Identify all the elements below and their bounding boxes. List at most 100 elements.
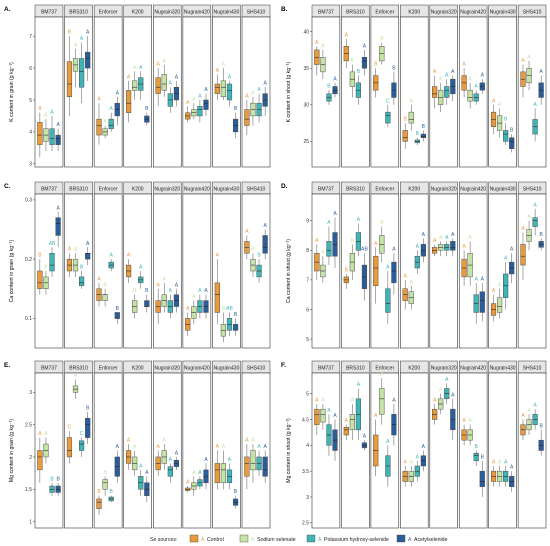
- facet-label: Nugrain320: [154, 10, 180, 16]
- significance-letter: A: [533, 202, 537, 208]
- facet-label: K200: [132, 366, 144, 372]
- significance-letter: A: [163, 438, 167, 444]
- y-tick-label: 1.5: [25, 487, 32, 493]
- facet-label: Nugrain420: [460, 187, 486, 193]
- box: [85, 417, 91, 438]
- significance-letter: B: [351, 238, 355, 244]
- y-tick-label: 7: [29, 34, 32, 40]
- panel-letter: C.: [4, 183, 11, 190]
- significance-letter: A: [481, 73, 485, 79]
- significance-letter: A: [333, 413, 337, 419]
- significance-letter: A: [116, 90, 120, 96]
- y-tick-label: 6: [306, 307, 309, 313]
- box: [102, 294, 108, 301]
- facet-label: SHS410: [523, 187, 542, 193]
- facet-label: SHS410: [247, 187, 266, 193]
- significance-letter: B: [374, 62, 378, 68]
- significance-letter: A: [127, 74, 131, 80]
- significance-letter: A: [357, 382, 361, 388]
- significance-letter: B: [510, 128, 514, 134]
- significance-letter: A: [103, 119, 107, 125]
- significance-letter: A: [410, 279, 414, 285]
- y-tick-label: 8: [306, 248, 309, 254]
- box: [55, 217, 61, 236]
- significance-letter: A: [333, 76, 337, 82]
- y-tick-label: 9: [306, 218, 309, 224]
- significance-letter: A: [510, 465, 514, 471]
- significance-letter: A: [50, 109, 54, 115]
- box: [203, 99, 209, 110]
- significance-letter: A: [380, 372, 384, 378]
- legend-item-label: Control: [207, 537, 224, 543]
- significance-letter: A: [333, 211, 337, 217]
- box: [473, 452, 479, 462]
- box: [220, 463, 226, 484]
- significance-letter: A: [74, 42, 78, 48]
- significance-letter: A: [222, 444, 226, 450]
- significance-letter: A: [404, 273, 408, 279]
- significance-letter: B: [404, 117, 408, 123]
- significance-letter: B: [392, 65, 396, 71]
- significance-letter: A: [198, 470, 202, 476]
- facet-label: BRS310: [346, 10, 365, 16]
- significance-letter: A: [257, 444, 261, 450]
- significance-letter: A: [345, 418, 349, 424]
- y-tick-label: 1: [29, 519, 32, 525]
- facet-label: Nugrain430: [490, 366, 516, 372]
- panel-a: A. K content in grain (g kg⁻¹) 3 4 5 6 7 BM737 A…: [4, 4, 271, 168]
- significance-letter: A: [539, 69, 543, 75]
- significance-letter: A: [156, 444, 160, 450]
- facet-label: Enforcer: [99, 10, 118, 16]
- y-axis-label: Mg content in shoot (g kg⁻¹): [286, 418, 292, 483]
- legend-letter: A: [318, 537, 322, 543]
- facet-label: SHS410: [523, 10, 542, 16]
- facet-label: BRS310: [69, 187, 88, 193]
- box: [37, 270, 43, 289]
- facet-label: K200: [408, 187, 420, 193]
- facet-label: Enforcer: [375, 366, 394, 372]
- significance-letter: A: [245, 93, 249, 99]
- significance-letter: A: [462, 244, 466, 250]
- significance-letter: A: [468, 418, 472, 424]
- significance-letter: A: [468, 235, 472, 241]
- box: [226, 83, 233, 101]
- box: [197, 106, 203, 117]
- box: [108, 118, 114, 129]
- box: [96, 498, 102, 509]
- y-tick-label: 7: [306, 278, 309, 284]
- significance-letter: A: [327, 220, 331, 226]
- facet-frame: [182, 372, 212, 529]
- panel-letter: E.: [4, 362, 10, 369]
- significance-letter: A: [451, 392, 455, 398]
- panel-letter: A.: [4, 6, 11, 13]
- facet-label: Enforcer: [99, 366, 118, 372]
- y-tick-label: 40: [303, 29, 309, 35]
- significance-letter: B: [38, 253, 42, 259]
- y-tick-label: 3: [29, 162, 32, 168]
- facet-label: Nugrain420: [460, 366, 486, 372]
- significance-letter: B: [50, 476, 54, 482]
- significance-letter: B: [234, 312, 238, 318]
- significance-letter: A: [68, 247, 72, 253]
- facet-frame: [241, 193, 271, 349]
- significance-letter: A: [533, 102, 537, 108]
- facet-label: SHS410: [523, 366, 542, 372]
- significance-letter: B: [110, 489, 114, 495]
- significance-letter: B: [133, 288, 137, 294]
- significance-letter: A: [492, 98, 496, 104]
- significance-letter: B: [345, 267, 349, 273]
- significance-letter: A: [380, 36, 384, 42]
- significance-letter: A: [475, 84, 479, 90]
- significance-letter: A: [139, 463, 143, 469]
- legend-swatch: [239, 534, 249, 543]
- significance-letter: A: [263, 81, 267, 87]
- legend-swatch: [396, 534, 406, 543]
- significance-letter: A: [351, 398, 355, 404]
- significance-letter: A: [156, 282, 160, 288]
- significance-letter: A: [315, 40, 319, 46]
- box: [385, 111, 391, 124]
- box: [250, 450, 256, 471]
- significance-letter: A: [228, 457, 232, 463]
- box: [262, 456, 268, 477]
- significance-letter: A: [116, 444, 120, 450]
